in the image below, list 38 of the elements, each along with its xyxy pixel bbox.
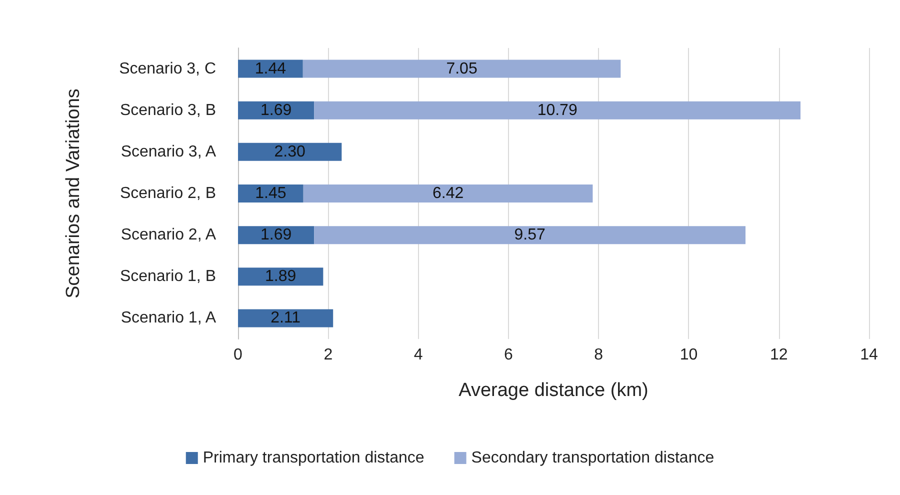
legend-label: Primary transportation distance — [202, 450, 424, 466]
y-tick-label: Scenario 1, A — [120, 310, 216, 327]
bar — [238, 184, 304, 202]
y-tick-label: Scenario 3, B — [120, 102, 216, 119]
bar — [314, 101, 800, 120]
y-axis-title: Scenarios and Variations — [63, 88, 84, 298]
bar — [303, 184, 593, 202]
x-tick-label: 14 — [860, 346, 878, 364]
data-label: 9.57 — [514, 226, 546, 244]
data-label: 2.11 — [270, 310, 301, 327]
x-tick-label: 2 — [324, 346, 333, 364]
legend-label: Secondary transportation distance — [471, 450, 714, 466]
x-tick-label: 4 — [414, 346, 423, 364]
bar — [238, 142, 342, 161]
data-label: 1.89 — [265, 268, 296, 286]
bar — [302, 60, 621, 78]
data-label: 10.79 — [537, 102, 578, 119]
bar — [238, 268, 324, 286]
x-tick-label: 8 — [594, 346, 604, 364]
y-tick-label: Scenario 2, A — [120, 226, 216, 244]
data-label: 6.42 — [432, 185, 464, 202]
bar — [314, 226, 746, 244]
data-label: 7.05 — [446, 60, 478, 78]
data-label: 1.69 — [260, 226, 292, 244]
x-axis-title: Average distance (km) — [458, 380, 648, 401]
data-label: 1.44 — [254, 60, 286, 78]
data-label: 2.30 — [274, 143, 306, 160]
data-label: 1.69 — [260, 102, 292, 119]
x-tick-label: 0 — [234, 346, 243, 364]
bar — [238, 309, 334, 328]
y-tick-label: Scenario 3, C — [119, 60, 216, 78]
data-label: 1.45 — [255, 185, 286, 202]
x-tick-label: 10 — [680, 346, 698, 364]
y-tick-label: Scenario 1, B — [120, 268, 216, 286]
y-tick-label: Scenario 2, B — [120, 185, 216, 202]
x-tick-label: 12 — [770, 346, 788, 364]
y-tick-label: Scenario 3, A — [120, 143, 216, 160]
x-tick-label: 6 — [504, 346, 513, 364]
